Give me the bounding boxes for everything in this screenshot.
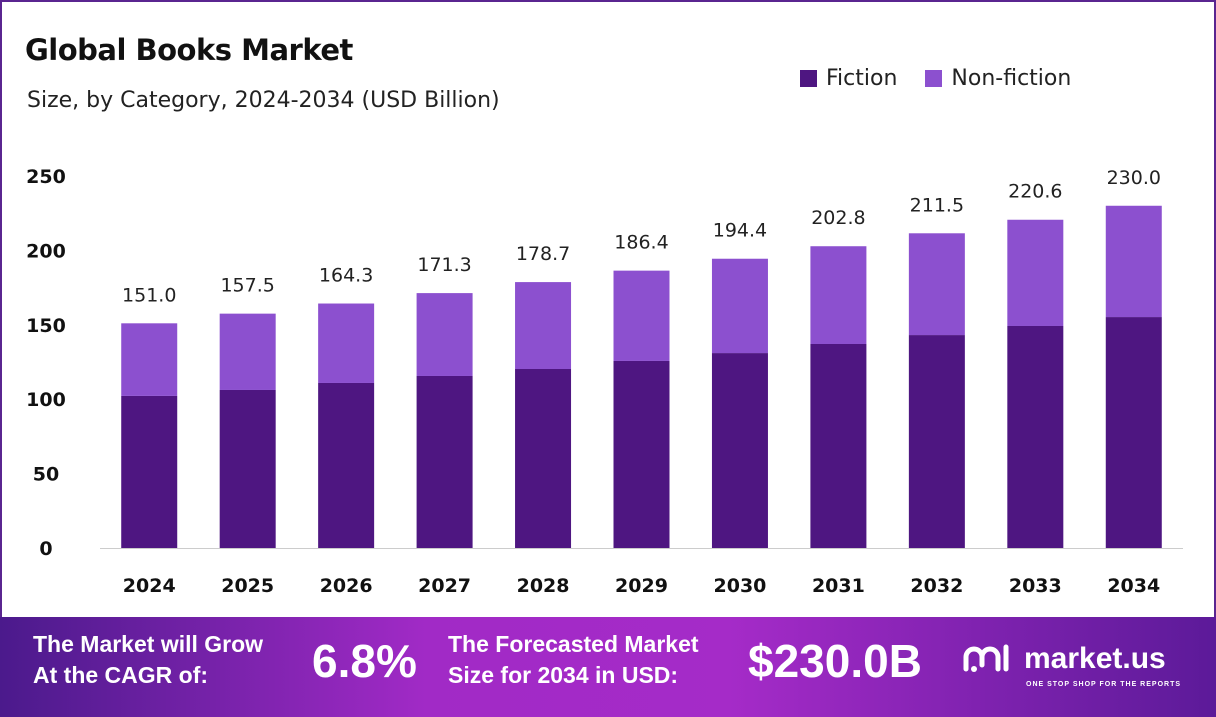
legend-swatch-non-fiction — [925, 70, 943, 87]
cagr-value: 6.8% — [312, 635, 417, 687]
logo-tagline: ONE STOP SHOP FOR THE REPORTS — [1026, 681, 1182, 688]
data-label-total: 164.3 — [319, 265, 373, 287]
data-label-total: 230.0 — [1107, 167, 1161, 189]
bar-chart: 0 50 100 150 200 250 151.0 2024 157.5 2025 164.3 20… — [26, 166, 1183, 597]
bar-non-fiction-2031 — [810, 246, 867, 344]
data-label-total: 186.4 — [614, 232, 668, 254]
x-tick-label: 2029 — [615, 575, 668, 597]
bar-non-fiction-2029 — [613, 270, 670, 361]
legend: Fiction Non-fiction — [800, 66, 1071, 91]
bar-fiction-2026 — [318, 382, 375, 548]
bar-non-fiction-2026 — [318, 303, 375, 383]
x-tick-label: 2034 — [1107, 575, 1160, 597]
x-tick-label: 2026 — [320, 575, 373, 597]
legend-item-non-fiction: Non-fiction — [925, 66, 1071, 91]
chart-subtitle: Size, by Category, 2024-2034 (USD Billio… — [27, 88, 500, 113]
cagr-label-line: The Market will Grow — [33, 631, 264, 657]
data-label-total: 202.8 — [811, 207, 865, 229]
bar-fiction-2025 — [219, 389, 276, 548]
bar-non-fiction-2030 — [711, 258, 768, 354]
x-tick-label: 2027 — [418, 575, 471, 597]
x-tick-label: 2028 — [517, 575, 570, 597]
y-tick-label: 200 — [26, 240, 66, 262]
y-tick-label: 150 — [26, 315, 66, 337]
bar-non-fiction-2032 — [908, 233, 965, 336]
data-label-total: 211.5 — [910, 194, 964, 216]
footer-banner: The Market will Grow At the CAGR of: 6.8%… — [0, 617, 1216, 717]
data-label-total: 151.0 — [122, 284, 176, 306]
y-tick-label: 100 — [26, 389, 66, 411]
bar-fiction-2029 — [613, 360, 670, 548]
legend-swatch-fiction — [800, 70, 817, 87]
bar-fiction-2028 — [515, 368, 572, 548]
data-label-total: 157.5 — [220, 275, 274, 297]
bar-non-fiction-2027 — [416, 293, 473, 376]
bar-non-fiction-2025 — [219, 313, 276, 390]
forecast-value: $230.0B — [748, 635, 922, 687]
y-tick-label: 0 — [39, 538, 52, 560]
bar-fiction-2031 — [810, 343, 867, 548]
forecast-label-line: Size for 2034 in USD: — [448, 662, 679, 688]
y-tick-label: 50 — [33, 464, 59, 486]
y-tick-label: 250 — [26, 166, 66, 188]
data-label-total: 194.4 — [713, 220, 767, 242]
logo-text: market.us — [1024, 642, 1166, 675]
x-tick-label: 2033 — [1009, 575, 1062, 597]
bar-non-fiction-2024 — [121, 323, 178, 396]
bar-non-fiction-2034 — [1105, 205, 1162, 318]
x-tick-label: 2032 — [910, 575, 963, 597]
bar-fiction-2032 — [908, 335, 965, 548]
bar-non-fiction-2028 — [515, 282, 572, 369]
logo-icon — [963, 644, 1009, 672]
data-label-total: 178.7 — [516, 243, 570, 265]
forecast-label-line: The Forecasted Market — [448, 631, 699, 657]
x-tick-label: 2024 — [123, 575, 176, 597]
bar-fiction-2033 — [1007, 325, 1064, 548]
bar-fiction-2034 — [1105, 317, 1162, 548]
legend-label: Non-fiction — [951, 66, 1072, 91]
bar-fiction-2030 — [711, 353, 768, 548]
x-tick-label: 2030 — [714, 575, 767, 597]
market-us-logo: market.us ONE STOP SHOP FOR THE REPORTS — [960, 639, 1180, 688]
chart-title: Global Books Market — [25, 33, 353, 67]
x-tick-label: 2031 — [812, 575, 865, 597]
legend-item-fiction: Fiction — [800, 66, 897, 91]
data-label-total: 220.6 — [1008, 181, 1062, 203]
bar-non-fiction-2033 — [1007, 219, 1064, 326]
legend-label: Fiction — [826, 66, 898, 91]
cagr-label-line: At the CAGR of: — [33, 662, 209, 688]
data-label-total: 171.3 — [417, 254, 471, 276]
forecast-label: The Forecasted Market Size for 2034 in US… — [448, 629, 699, 691]
x-tick-label: 2025 — [221, 575, 274, 597]
bar-fiction-2024 — [121, 395, 178, 548]
bar-fiction-2027 — [416, 375, 473, 548]
cagr-label: The Market will Grow At the CAGR of: — [33, 629, 263, 691]
